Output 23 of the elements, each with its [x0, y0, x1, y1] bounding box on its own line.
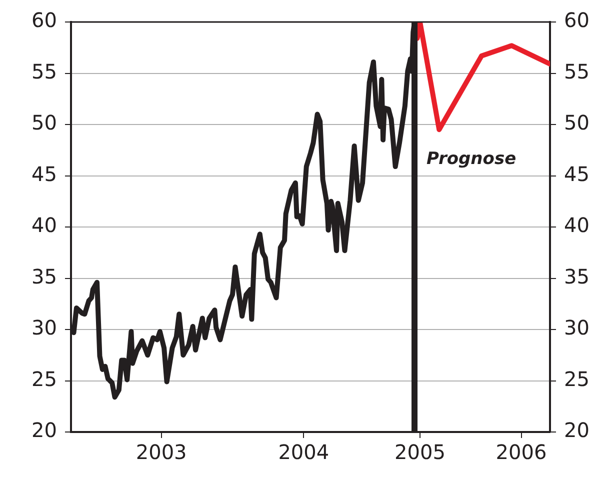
y-tick-label: 35 — [32, 264, 57, 288]
y-tick-label: 40 — [32, 213, 57, 238]
x-tick-label: 2004 — [278, 440, 330, 464]
y-tick-label: 25 — [32, 366, 57, 391]
y-tick-label: 55 — [32, 59, 57, 84]
y2-tick-label: 20 — [564, 418, 590, 442]
y2-tick-label: 60 — [564, 8, 590, 32]
y2-tick-label: 50 — [564, 110, 590, 135]
y2-tick-label: 40 — [564, 213, 590, 238]
x-tick-label: 2006 — [496, 440, 547, 464]
ref-line-label: Prognose — [426, 148, 516, 169]
y2-tick-label: 55 — [564, 59, 590, 84]
y2-tick-label: 45 — [564, 162, 590, 186]
y2-tick-label: 25 — [564, 366, 590, 391]
y-tick-label: 60 — [32, 8, 57, 32]
y-tick-label: 50 — [32, 110, 57, 135]
y-tick-label: 20 — [32, 418, 57, 442]
y-tick-label: 45 — [32, 162, 57, 186]
y2-tick-label: 35 — [564, 264, 590, 288]
x-tick-label: 2005 — [394, 440, 446, 464]
y-tick-label: 30 — [32, 316, 57, 340]
x-tick-label: 2003 — [136, 440, 187, 464]
y2-tick-label: 30 — [564, 316, 590, 340]
